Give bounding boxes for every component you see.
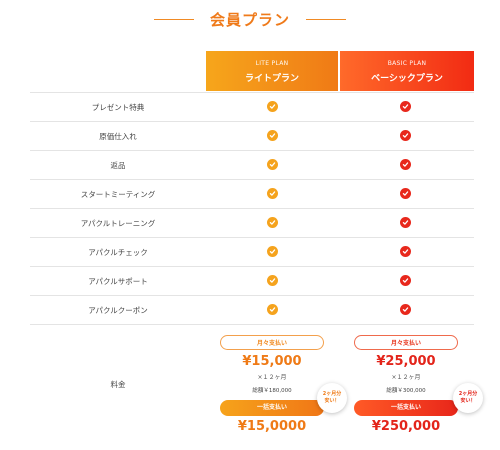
check-icon — [400, 304, 411, 315]
check-icon — [400, 101, 411, 112]
check-icon — [267, 159, 278, 170]
feature-row: 原価仕入れ — [30, 121, 474, 150]
plan-header-lite: LITE PLAN ライトプラン — [206, 51, 338, 91]
feature-row: 返品 — [30, 150, 474, 179]
basic-discount-badge: 2ヶ月分 安い！ — [453, 383, 483, 413]
section-title: 会員プラン — [209, 10, 290, 29]
plan-sub-lite: LITE PLAN — [255, 60, 289, 67]
feature-label: 返品 — [110, 160, 126, 170]
plan-sub-basic: BASIC PLAN — [387, 60, 427, 67]
feature-row: スタートミーティング — [30, 179, 474, 208]
check-icon — [400, 246, 411, 257]
check-icon — [267, 246, 278, 257]
check-icon — [267, 101, 278, 112]
check-icon — [267, 188, 278, 199]
pricing-lite: 月々支払い ¥15,000 ×１２ヶ月 総額￥180,000 一括支払い ¥15… — [206, 325, 347, 434]
pricing-row: 料金 月々支払い ¥15,000 ×１２ヶ月 総額￥180,000 一括支払い … — [30, 324, 483, 450]
title-line-right — [306, 18, 346, 20]
feature-label: 原価仕入れ — [99, 131, 137, 141]
lite-total: 総額￥180,000 — [252, 388, 292, 394]
pricing-label: 料金 — [110, 380, 126, 389]
check-icon — [400, 188, 411, 199]
basic-lump-price: ¥250,000 — [371, 419, 441, 434]
feature-label: スタートミーティング — [80, 189, 156, 199]
title-line-left — [153, 18, 194, 20]
check-icon — [267, 217, 278, 228]
basic-monthly-button[interactable]: 月々支払い — [354, 335, 458, 350]
basic-total: 総額￥300,000 — [386, 388, 426, 394]
pricing-basic: 月々支払い ¥25,000 ×１２ヶ月 総額￥300,000 一括支払い ¥25… — [340, 325, 483, 434]
check-icon — [400, 159, 411, 170]
lite-months: ×１２ヶ月 — [257, 374, 287, 381]
feature-label: プレゼント特典 — [91, 102, 145, 112]
feature-row: プレゼント特典 — [30, 92, 474, 121]
plan-header-basic: BASIC PLAN ベーシックプラン — [340, 51, 474, 91]
feature-label: アパクルクーポン — [88, 305, 148, 315]
check-icon — [400, 130, 411, 141]
lite-monthly-button[interactable]: 月々支払い — [220, 335, 324, 350]
feature-row: アパクルトレーニング — [30, 208, 474, 237]
check-icon — [400, 217, 411, 228]
feature-row: アパクルクーポン — [30, 295, 474, 324]
check-icon — [267, 275, 278, 286]
check-icon — [400, 275, 411, 286]
section-header: 会員プラン — [0, 8, 500, 30]
lite-lump-button[interactable]: 一括支払い — [220, 400, 324, 416]
lite-monthly-price: ¥15,000 — [242, 354, 302, 369]
basic-months: ×１２ヶ月 — [391, 374, 421, 381]
feature-label: アパクルチェック — [88, 247, 148, 257]
lite-discount-badge: 2ヶ月分 安い！ — [317, 383, 347, 413]
check-icon — [267, 304, 278, 315]
basic-lump-button[interactable]: 一括支払い — [354, 400, 458, 416]
basic-monthly-price: ¥25,000 — [376, 354, 436, 369]
feature-row: アパクルチェック — [30, 237, 474, 266]
plan-name-basic: ベーシックプラン — [371, 74, 443, 84]
plan-name-lite: ライトプラン — [244, 74, 299, 84]
feature-label: アパクルトレーニング — [80, 218, 156, 228]
check-icon — [267, 130, 278, 141]
feature-row: アパクルサポート — [30, 266, 474, 295]
lite-lump-price: ¥15,0000 — [237, 419, 307, 434]
feature-label: アパクルサポート — [88, 276, 148, 286]
